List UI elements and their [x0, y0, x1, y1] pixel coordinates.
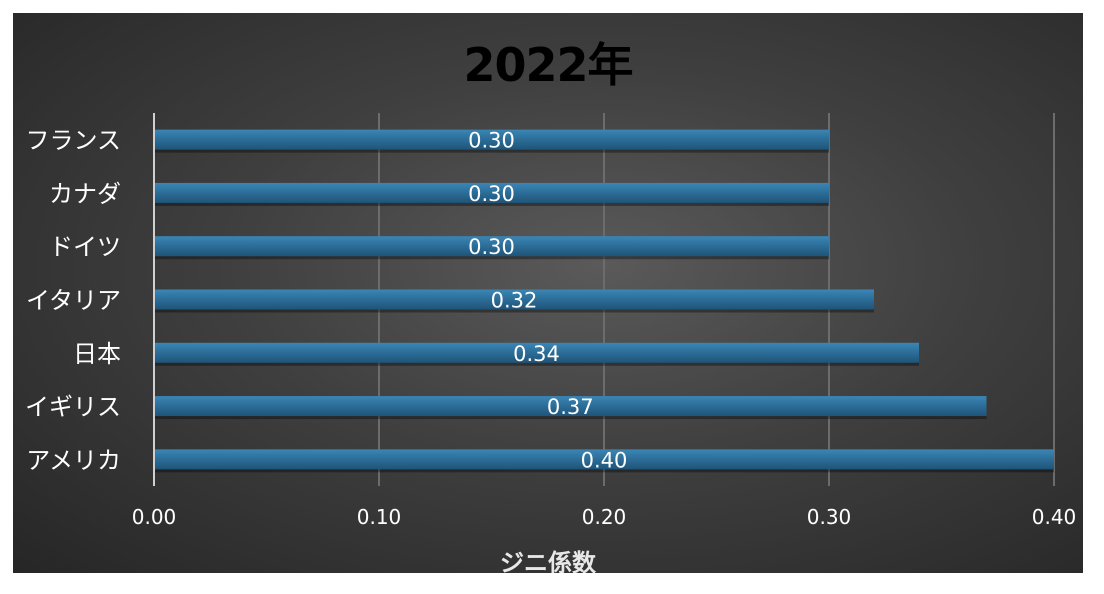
category-label: フランス — [25, 127, 121, 155]
category-label: イタリア — [26, 287, 121, 315]
data-label: 0.37 — [547, 395, 594, 419]
data-label: 0.34 — [513, 342, 560, 366]
data-label: 0.30 — [468, 129, 515, 153]
x-tick-label: 0.30 — [807, 505, 852, 529]
x-tick-label: 0.10 — [357, 505, 402, 529]
bar — [154, 396, 987, 417]
category-label: カナダ — [49, 180, 121, 208]
data-label: 0.30 — [468, 182, 515, 206]
bars — [154, 129, 1054, 473]
data-label: 0.40 — [581, 448, 628, 472]
category-label: 日本 — [73, 340, 121, 368]
labels: 0.00 0.10 0.20 0.30 0.40 フランス 0.30 カナダ 0.30 ドイツ 0.… — [25, 127, 1076, 529]
chart-frame: 2022年 0.00 0.10 0.20 0.30 0.40 フランス 0.30 カナダ 0.3… — [13, 13, 1083, 573]
bar-chart: 0.00 0.10 0.20 0.30 0.40 フランス 0.30 カナダ 0.30 ドイツ 0.… — [25, 113, 1076, 529]
data-label: 0.30 — [468, 235, 515, 259]
bar — [154, 449, 1054, 470]
chart-title: 2022年 — [463, 38, 633, 92]
bar — [154, 182, 829, 203]
x-axis-title: ジニ係数 — [500, 549, 596, 573]
x-tick-label: 0.00 — [132, 505, 177, 529]
bar — [154, 129, 829, 150]
bar — [154, 236, 829, 257]
bar — [154, 289, 874, 310]
category-label: ドイツ — [49, 233, 121, 261]
x-tick-label: 0.40 — [1032, 505, 1077, 529]
category-label: アメリカ — [26, 446, 121, 474]
data-label: 0.32 — [491, 289, 538, 313]
category-label: イギリス — [25, 393, 121, 421]
bar — [154, 342, 919, 363]
x-tick-label: 0.20 — [582, 505, 627, 529]
